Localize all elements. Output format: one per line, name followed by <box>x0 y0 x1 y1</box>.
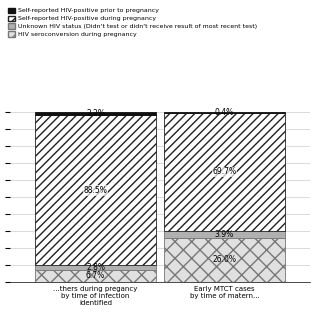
Text: 69.7%: 69.7% <box>212 167 236 176</box>
Bar <box>164 231 284 237</box>
Bar <box>164 112 284 113</box>
Text: 88.5%: 88.5% <box>84 186 108 195</box>
Legend: Self-reported HIV-positive prior to pregnancy, Self-reported HIV-positive during: Self-reported HIV-positive prior to preg… <box>6 6 258 38</box>
Text: 3.9%: 3.9% <box>215 230 234 239</box>
Bar <box>164 113 284 231</box>
Text: 26.0%: 26.0% <box>212 255 236 264</box>
Bar <box>36 266 156 270</box>
Bar <box>36 270 156 282</box>
Text: 0.4%: 0.4% <box>215 108 234 117</box>
Text: 2.8%: 2.8% <box>86 263 105 272</box>
Text: 6.7%: 6.7% <box>86 271 105 280</box>
Bar <box>36 112 156 116</box>
Bar <box>36 116 156 266</box>
Text: 2.2%: 2.2% <box>86 109 105 118</box>
Bar <box>164 237 284 282</box>
